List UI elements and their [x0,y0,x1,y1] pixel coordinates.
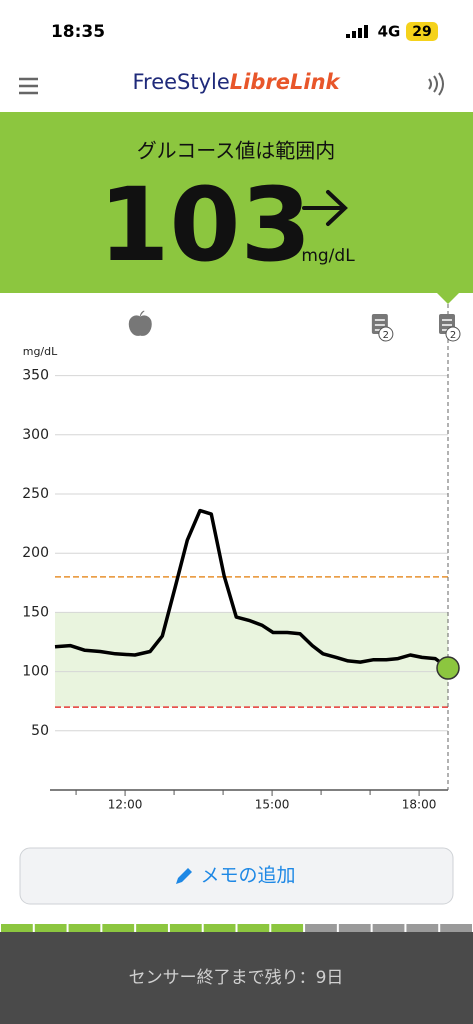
glucose-value: 103 [99,166,312,285]
battery-icon [406,22,438,41]
sensor-day-segment [305,924,337,932]
sensor-day-segment [271,924,304,932]
sensor-day-segment [338,924,371,932]
y-tick-label: 100 [22,664,49,680]
y-tick-label: 150 [22,604,49,620]
signal-icon [346,25,368,38]
y-tick-label: 250 [22,486,49,502]
banner-pointer [436,292,460,304]
food-icon[interactable] [128,310,152,336]
footer [0,932,473,1024]
logo: FreeStyleLibreLink [132,70,341,94]
sensor-day-segment [68,924,101,932]
sensor-day-segment [169,924,202,932]
logo-part: FreeStyle [132,70,229,94]
note-count: 2 [383,330,389,341]
glucose-status: グルコース値は範囲内 [137,139,336,163]
glucose-unit: mg/dL [301,246,355,266]
add-note-button[interactable] [19,847,454,905]
x-tick-label: 12:00 [108,798,143,812]
note-badge [378,326,394,342]
x-tick-label: 18:00 [402,798,437,812]
sensor-day-segment [34,924,67,932]
sensor-day-segment [1,924,33,932]
sensor-day-segment [372,924,405,932]
note-badge [445,326,461,342]
current-marker [436,656,460,680]
sensor-progress [1,924,472,932]
menu-button[interactable] [19,77,38,95]
logo-part: LibreLink [230,70,342,94]
glucose-line [54,508,450,670]
pencil-icon [176,868,192,884]
glucose-chart: mg/dL 50 100 150 200 250 300 350 12:00 15:00 18:00… [22,304,461,812]
status-banner [0,112,473,293]
sensor-day-segment [102,924,135,932]
y-axis-label: mg/dL [23,345,58,358]
y-tick-label: 50 [31,723,49,739]
status-time: 18:35 [51,22,105,42]
sensor-day-segment [406,924,439,932]
network-label: 4G [378,23,401,41]
battery-level: 29 [412,24,431,40]
sensor-remaining: センサー終了まで残り：9日 [129,968,344,988]
y-tick-label: 300 [22,427,49,443]
y-tick-label: 350 [22,368,49,384]
sensor-day-segment [237,924,270,932]
note-count: 2 [450,330,456,341]
sensor-day-segment [440,924,472,932]
trend-arrow [302,190,348,226]
add-note-label: メモの追加 [200,865,295,887]
sensor-day-segment [203,924,236,932]
y-tick-label: 200 [22,545,49,561]
sensor-day-segment [136,924,168,932]
nfc-icon[interactable] [428,72,444,96]
x-tick-label: 15:00 [255,798,290,812]
